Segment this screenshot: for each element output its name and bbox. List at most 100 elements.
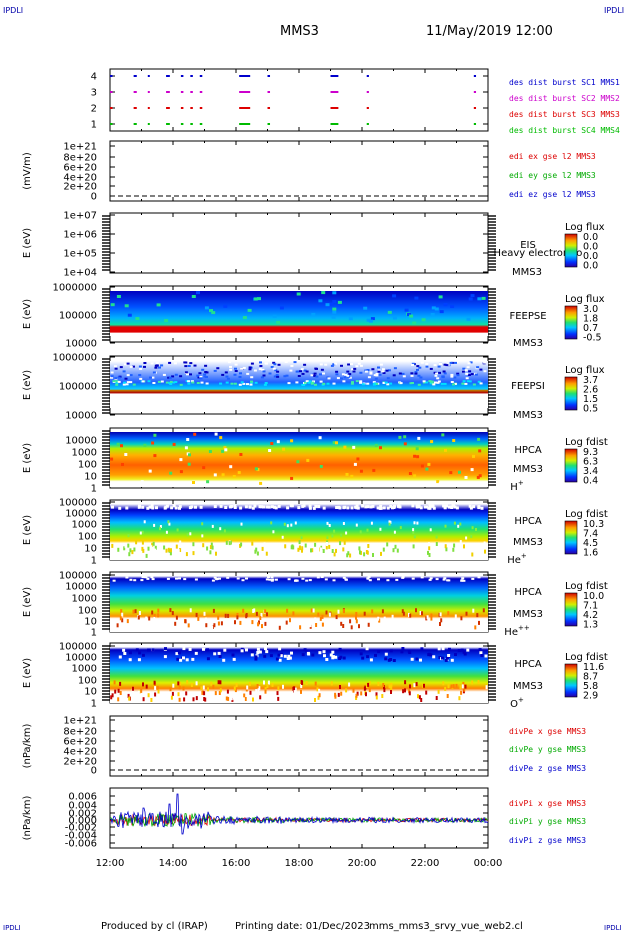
spectrogram-pixel [335, 370, 339, 373]
y-tick-label: 10000 [65, 582, 97, 593]
spectrogram-pixel [438, 295, 443, 299]
spectrogram-pixel [335, 441, 338, 445]
spectrogram-pixel [301, 546, 304, 551]
spectrogram-pixel [468, 370, 472, 373]
spectrogram-pixel [484, 654, 488, 658]
spectrogram-pixel [215, 543, 218, 547]
spectrogram-pixel [415, 682, 418, 687]
spectrogram-pixel [452, 547, 455, 552]
spectrogram-pixel [425, 616, 428, 621]
spectrogram-pixel [339, 541, 342, 546]
spectrogram-pixel [215, 551, 217, 556]
x-tick-label: 16:00 [222, 858, 251, 869]
spectrogram-pixel [430, 613, 433, 618]
spectrogram-pixel [137, 690, 140, 695]
hpca_h-label: HPCA [514, 445, 542, 456]
feepse-colorbar-tick: 1.8 [583, 314, 598, 325]
spectrogram-pixel [400, 650, 404, 654]
spectrogram-pixel [443, 303, 448, 307]
spectrogram-pixel [321, 291, 326, 295]
spectrogram-pixel [329, 653, 333, 657]
spectrogram-pixel [167, 376, 171, 379]
spectrogram-pixel [401, 548, 404, 553]
y-tick-label: 0.006 [68, 792, 97, 803]
spectrogram-pixel [301, 372, 305, 375]
spectrogram-pixel [156, 303, 161, 307]
spectrogram-pixel [356, 457, 360, 461]
spectrogram-pixel [387, 369, 391, 372]
spectrogram-pixel [183, 697, 186, 702]
spectrogram-pixel [138, 365, 142, 368]
burst-marker [166, 107, 170, 109]
spectrogram-pixel [178, 506, 181, 510]
spectrogram-pixel [461, 370, 465, 373]
spectrogram-pixel [179, 470, 183, 474]
spectrogram-pixel [249, 383, 253, 386]
spectrogram-pixel [233, 504, 237, 508]
spectrogram-pixel [263, 654, 267, 658]
burst-marker [473, 107, 477, 109]
spectrogram-pixel [264, 382, 268, 384]
spectrogram-pixel [156, 692, 159, 696]
spectrogram-pixel [179, 552, 182, 557]
spectrogram-pixel [243, 693, 246, 698]
spectrogram-pixel [172, 504, 176, 508]
spectrogram-pixel [381, 368, 385, 371]
spectrogram-pixel [285, 620, 288, 625]
spectrogram-pixel [314, 698, 316, 702]
spectrogram-pixel [230, 382, 234, 385]
spectrogram-pixel [289, 618, 291, 623]
feepse-ylabel: E (eV) [22, 299, 33, 329]
x-tick-label: 20:00 [348, 858, 377, 869]
spectrogram-pixel [147, 546, 150, 551]
spectrogram-pixel [427, 506, 431, 510]
spectrogram-pixel [322, 382, 326, 385]
spectrogram-pixel [218, 577, 221, 580]
spectrogram-pixel [188, 453, 191, 457]
spectrogram-pixel [447, 611, 450, 616]
spectrogram-pixel [273, 375, 277, 378]
spectrogram-pixel [150, 362, 154, 365]
spectrogram-pixel [417, 436, 421, 440]
spectrogram-pixel [277, 363, 281, 366]
spectrogram-pixel [176, 657, 180, 661]
burst-marker [199, 91, 203, 93]
spectrogram-pixel [466, 648, 470, 652]
spectrogram-pixel [155, 362, 159, 365]
spectrogram-pixel [221, 449, 225, 453]
spectrogram-pixel [150, 504, 154, 508]
spectrogram-pixel [353, 462, 357, 466]
spectrogram-pixel [171, 691, 174, 696]
y-tick-label: 10 [84, 472, 97, 483]
spectrogram-pixel [333, 529, 336, 533]
spectrogram-pixel [240, 649, 244, 653]
spectrogram-pixel [434, 307, 439, 311]
spectrogram-pixel [164, 647, 167, 651]
spectrogram-pixel [349, 690, 352, 695]
spectrogram-pixel [242, 316, 247, 320]
spectrogram-pixel [429, 382, 433, 385]
spectrogram-pixel [355, 696, 358, 700]
spectrogram-pixel [217, 680, 220, 685]
burst-marker [330, 123, 339, 125]
y-tick-label: 100 [78, 676, 97, 687]
spectrogram-pixel [143, 365, 146, 368]
spectrogram-pixel [277, 696, 280, 701]
hpca_he-colorbar-tick: 10.3 [583, 519, 604, 530]
spectrogram-pixel [366, 577, 370, 580]
spectrogram-pixel [332, 441, 336, 445]
spectrogram-pixel [363, 552, 366, 557]
spectrogram-pixel [218, 543, 221, 548]
spectrogram-pixel [392, 294, 397, 298]
spectrogram-pixel [322, 545, 325, 550]
spectrogram-pixel [150, 545, 153, 550]
spectrogram-pixel [364, 370, 368, 373]
spectrogram-pixel [461, 577, 465, 580]
spectrogram-pixel [413, 474, 417, 478]
spectrogram-pixel [149, 376, 152, 379]
spectrogram-pixel [304, 694, 307, 699]
spectrogram-pixel [324, 578, 328, 581]
spectrogram-pixel [283, 522, 286, 526]
spectrogram-pixel [455, 683, 458, 688]
